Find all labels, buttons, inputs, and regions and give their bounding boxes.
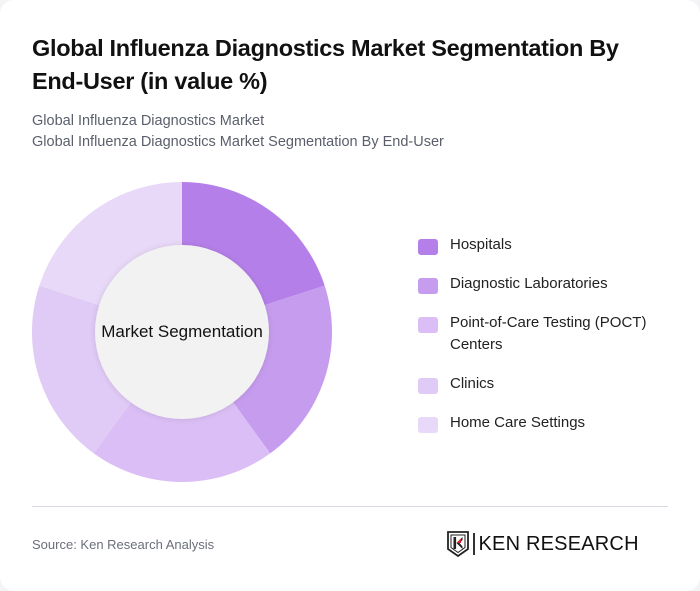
donut-chart-svg: [32, 182, 332, 482]
legend-label: Point-of-Care Testing (POCT) Centers: [450, 314, 647, 353]
legend-swatch: [418, 417, 438, 433]
logo-divider: [473, 533, 475, 555]
legend-label: Diagnostic Laboratories: [450, 275, 608, 292]
chart-subtitle-market: Global Influenza Diagnostics Market: [32, 113, 265, 129]
legend-item-clinics[interactable]: Clinics: [418, 373, 688, 395]
legend-label: Clinics: [450, 375, 495, 392]
legend-swatch: [418, 317, 438, 333]
legend-label: Home Care Settings: [450, 414, 586, 431]
logo-text: KEN RESEARCH: [478, 532, 639, 555]
donut-center: [95, 245, 269, 419]
ken-research-shield-k-icon: [447, 531, 469, 557]
footer-divider: [32, 506, 668, 507]
source-note: Source: Ken Research Analysis: [32, 537, 215, 552]
chart-legend: Hospitals Diagnostic Laboratories Point-…: [418, 234, 688, 451]
legend-item-poct-centers[interactable]: Point-of-Care Testing (POCT) Centers: [418, 312, 688, 356]
chart-title: Global Influenza Diagnostics Market Segm…: [32, 35, 619, 94]
chart-subtitle-segmentation: Global Influenza Diagnostics Market Segm…: [32, 134, 444, 150]
legend-item-home-care-settings[interactable]: Home Care Settings: [418, 412, 688, 434]
ken-research-logo: KEN RESEARCH: [447, 530, 639, 558]
legend-swatch: [418, 278, 438, 294]
legend-label: Hospitals: [450, 236, 512, 253]
legend-swatch: [418, 239, 438, 255]
legend-item-diagnostic-laboratories[interactable]: Diagnostic Laboratories: [418, 273, 688, 295]
donut-chart: Market Segmentation: [32, 182, 332, 482]
legend-swatch: [418, 378, 438, 394]
legend-item-hospitals[interactable]: Hospitals: [418, 234, 688, 256]
